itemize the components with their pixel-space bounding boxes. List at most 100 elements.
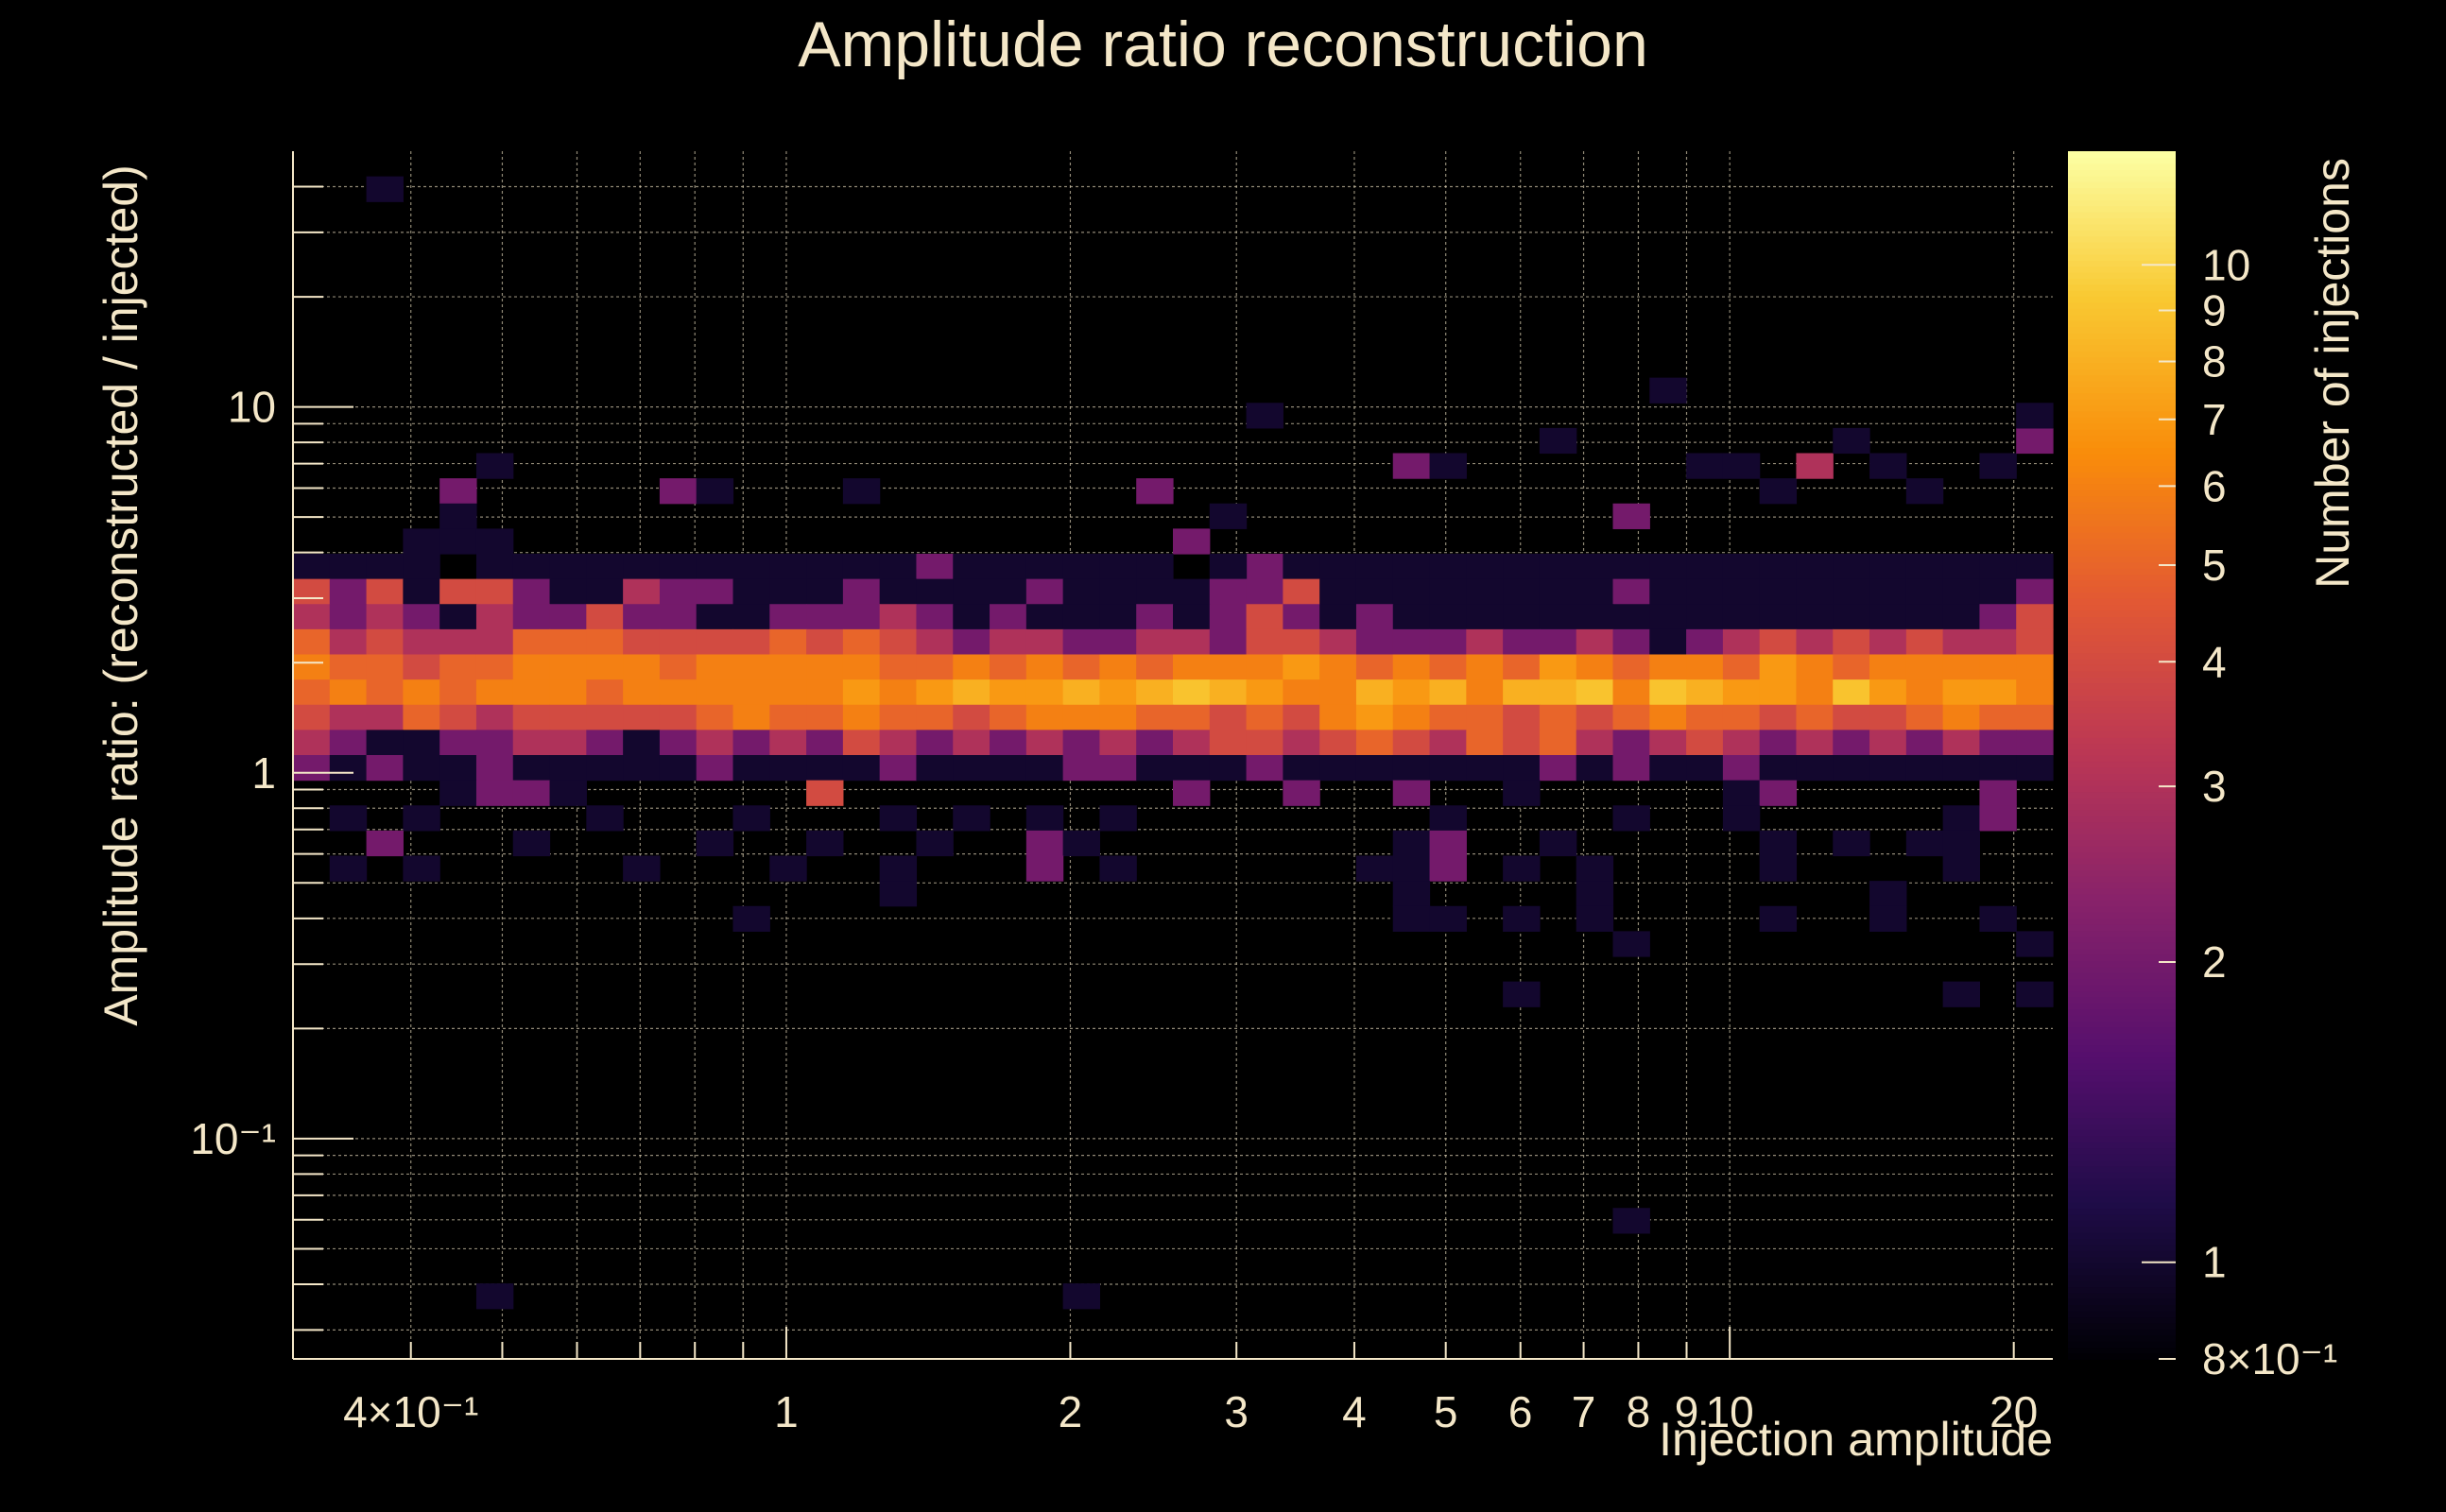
palette-step bbox=[2068, 284, 2176, 291]
heatmap-cell bbox=[623, 755, 661, 782]
heatmap-cell bbox=[1796, 679, 1834, 706]
heatmap-cell bbox=[1392, 654, 1431, 680]
heatmap-cell bbox=[1539, 704, 1577, 730]
palette-step bbox=[2068, 942, 2176, 950]
heatmap-cell bbox=[1833, 578, 1870, 605]
palette-step bbox=[2068, 344, 2176, 352]
heatmap-cell bbox=[842, 755, 881, 782]
palette-step bbox=[2068, 658, 2176, 665]
heatmap-cell bbox=[1136, 578, 1174, 605]
heatmap-cell bbox=[1062, 628, 1101, 656]
palette-step bbox=[2068, 223, 2176, 231]
heatmap-cell bbox=[659, 679, 698, 706]
palette-step bbox=[2068, 713, 2176, 720]
palette-step bbox=[2068, 567, 2176, 576]
heatmap-cell bbox=[512, 730, 551, 756]
palette-step bbox=[2068, 1322, 2176, 1330]
heatmap-cell bbox=[916, 604, 954, 630]
z-tick-label: 8 bbox=[2202, 337, 2227, 387]
palette-step bbox=[2068, 260, 2176, 267]
palette-step bbox=[2068, 664, 2176, 672]
heatmap-cell bbox=[2016, 604, 2054, 630]
palette-step bbox=[2068, 266, 2176, 273]
heatmap-cell bbox=[1429, 855, 1467, 882]
heatmap-cell bbox=[769, 554, 807, 580]
heatmap-cell bbox=[916, 628, 954, 656]
heatmap-cell bbox=[475, 704, 514, 730]
heatmap-cell bbox=[1942, 679, 1981, 706]
heatmap-cell bbox=[1355, 554, 1394, 580]
palette-step bbox=[2068, 1111, 2176, 1119]
heatmap-cell bbox=[512, 704, 551, 730]
heatmap-cell bbox=[1136, 478, 1174, 505]
heatmap-cell bbox=[1466, 679, 1504, 706]
heatmap-cell bbox=[623, 554, 661, 580]
palette-step bbox=[2068, 1190, 2176, 1197]
heatmap-cell bbox=[916, 704, 954, 730]
heatmap-cell bbox=[732, 578, 770, 605]
palette-step bbox=[2068, 1231, 2176, 1239]
heatmap-cell bbox=[586, 554, 624, 580]
heatmap-cell bbox=[1173, 780, 1211, 806]
heatmap-cell bbox=[2016, 578, 2054, 605]
palette-step bbox=[2068, 356, 2176, 364]
heatmap-cell bbox=[1942, 855, 1981, 882]
heatmap-cell bbox=[549, 654, 587, 680]
heatmap-cell bbox=[1319, 679, 1357, 706]
palette-step bbox=[2068, 918, 2176, 925]
palette-step bbox=[2068, 531, 2176, 539]
heatmap-cell bbox=[329, 679, 368, 706]
heatmap-cell bbox=[1979, 679, 2017, 706]
heatmap-cell bbox=[1025, 604, 1064, 630]
heatmap-cell bbox=[586, 730, 624, 756]
heatmap-cell bbox=[1355, 604, 1394, 630]
palette-step bbox=[2068, 960, 2176, 968]
heatmap-cell bbox=[1796, 654, 1834, 680]
heatmap-cell bbox=[1209, 654, 1248, 680]
heatmap-cell bbox=[512, 679, 551, 706]
heatmap-cell bbox=[1025, 578, 1064, 605]
heatmap-cell bbox=[2016, 554, 2054, 580]
heatmap-cell bbox=[1466, 604, 1504, 630]
heatmap-cell bbox=[1576, 554, 1614, 580]
heatmap-cell bbox=[806, 628, 844, 656]
heatmap-cell bbox=[1649, 628, 1687, 656]
heatmap-cell bbox=[1539, 730, 1577, 756]
palette-step bbox=[2068, 652, 2176, 660]
heatmap-cell bbox=[1209, 679, 1248, 706]
heatmap-cell bbox=[1283, 679, 1320, 706]
heatmap-cell bbox=[1759, 730, 1798, 756]
x-tick-label: 3 bbox=[1224, 1387, 1249, 1436]
palette-step bbox=[2068, 404, 2176, 412]
heatmap-cell bbox=[1392, 704, 1431, 730]
heatmap-cell bbox=[1503, 604, 1541, 630]
heatmap-cell bbox=[1905, 654, 1944, 680]
heatmap-cell bbox=[806, 704, 844, 730]
heatmap-cell bbox=[1099, 654, 1137, 680]
heatmap-cell bbox=[1686, 554, 1724, 580]
palette-step bbox=[2068, 1201, 2176, 1210]
heatmap-cell bbox=[990, 604, 1027, 630]
heatmap-cell bbox=[1099, 730, 1137, 756]
heatmap-cell bbox=[586, 679, 624, 706]
x-axis-ticks: 4×10⁻¹ 1 2 3 4 5 6 7 8 9 10 20 bbox=[343, 1327, 2038, 1436]
heatmap-cell bbox=[1429, 755, 1467, 782]
heatmap-cell bbox=[1246, 578, 1283, 605]
heatmap-cell bbox=[732, 905, 770, 932]
heatmap-cell bbox=[1466, 704, 1504, 730]
heatmap-cell bbox=[1246, 704, 1283, 730]
heatmap-cell bbox=[2016, 654, 2054, 680]
heatmap-cell bbox=[659, 654, 698, 680]
palette-step bbox=[2068, 1087, 2176, 1094]
heatmap-cell bbox=[1466, 654, 1504, 680]
heatmap-cell bbox=[769, 855, 807, 882]
palette-step bbox=[2068, 784, 2176, 793]
heatmap-cell bbox=[1466, 554, 1504, 580]
heatmap-cell bbox=[1833, 730, 1870, 756]
palette-step bbox=[2068, 682, 2176, 690]
heatmap-cell bbox=[439, 780, 477, 806]
heatmap-cell bbox=[403, 528, 440, 555]
heatmap-cell bbox=[366, 176, 404, 202]
palette-step bbox=[2068, 1021, 2176, 1028]
palette-step bbox=[2068, 525, 2176, 533]
